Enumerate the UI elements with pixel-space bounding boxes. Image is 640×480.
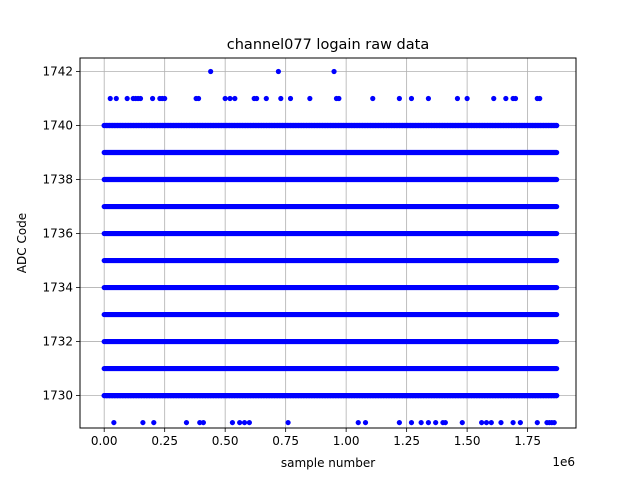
data-point: [488, 419, 494, 426]
data-point: [554, 122, 560, 129]
data-point: [208, 68, 214, 75]
x-tick-label: 1.25: [393, 434, 420, 448]
data-point: [336, 95, 342, 102]
data-point: [111, 419, 117, 426]
x-tick-label: 0.00: [91, 434, 118, 448]
data-point: [151, 419, 157, 426]
data-point: [285, 419, 291, 426]
y-tick-label: 1730: [42, 389, 73, 403]
data-point: [246, 419, 252, 426]
data-point: [491, 95, 497, 102]
y-tick-label: 1736: [42, 227, 73, 241]
data-point: [517, 419, 523, 426]
x-tick-label: 0.75: [272, 434, 299, 448]
data-point: [479, 419, 485, 426]
data-point: [149, 95, 156, 102]
y-tick-label: 1742: [42, 65, 73, 79]
data-point: [418, 419, 424, 426]
data-point: [425, 95, 432, 102]
data-point: [331, 68, 337, 75]
data-point: [537, 95, 543, 102]
data-point: [278, 95, 284, 102]
data-point: [263, 95, 269, 102]
data-point: [355, 419, 361, 426]
data-point: [454, 95, 461, 102]
data-point: [503, 95, 509, 102]
x-tick-label: 1.00: [333, 434, 360, 448]
y-tick-label: 1740: [42, 119, 73, 133]
data-point: [442, 419, 448, 426]
data-points: [101, 68, 560, 426]
data-point: [162, 95, 168, 102]
data-point: [227, 95, 233, 102]
data-point: [140, 419, 146, 426]
data-point: [464, 95, 470, 102]
plot-frame: [79, 57, 577, 429]
x-axis-ticks: 0.00 0.25 0.50 0.75 1.00 1.25 1.50 1.75: [91, 428, 541, 448]
data-point: [222, 95, 228, 102]
data-point: [275, 68, 281, 75]
data-point: [197, 419, 203, 426]
data-point: [396, 419, 402, 426]
data-point: [425, 419, 432, 426]
data-point: [237, 419, 243, 426]
data-point: [200, 419, 206, 426]
data-point: [370, 95, 376, 102]
data-point: [433, 419, 439, 426]
x-tick-label: 1.75: [514, 434, 541, 448]
data-point: [483, 419, 490, 426]
data-point: [241, 419, 248, 426]
data-point: [396, 95, 402, 102]
data-point: [534, 419, 540, 426]
y-axis-label: ADC Code: [15, 213, 29, 273]
x-tick-label: 0.25: [151, 434, 178, 448]
x-tick-label: 0.50: [212, 434, 239, 448]
y-tick-label: 1738: [42, 173, 73, 187]
data-point: [287, 95, 294, 102]
y-axis-ticks: 1730 1732 1734 1736 1738 1740 1742: [42, 65, 80, 403]
x-tick-label: 1.50: [454, 434, 481, 448]
x-axis-label: sample number: [281, 456, 375, 470]
data-point: [124, 95, 130, 102]
chart-title: channel077 logain raw data: [227, 37, 429, 53]
data-point: [510, 419, 516, 426]
data-point: [195, 95, 202, 102]
data-point: [408, 95, 415, 102]
data-point: [408, 419, 415, 426]
data-point: [459, 419, 465, 426]
data-point: [107, 95, 113, 102]
data-point: [512, 95, 519, 102]
data-point: [254, 95, 260, 102]
data-point: [554, 392, 560, 399]
data-point: [498, 419, 504, 426]
data-point: [113, 95, 119, 102]
data-point: [232, 95, 238, 102]
data-point: [183, 419, 190, 426]
data-point: [551, 419, 557, 426]
data-point: [229, 419, 236, 426]
data-point: [307, 95, 313, 102]
data-point: [362, 419, 369, 426]
data-point: [137, 95, 144, 102]
y-tick-label: 1734: [42, 281, 73, 295]
x-axis-offset-label: 1e6: [552, 455, 575, 469]
y-tick-label: 1732: [42, 335, 73, 349]
